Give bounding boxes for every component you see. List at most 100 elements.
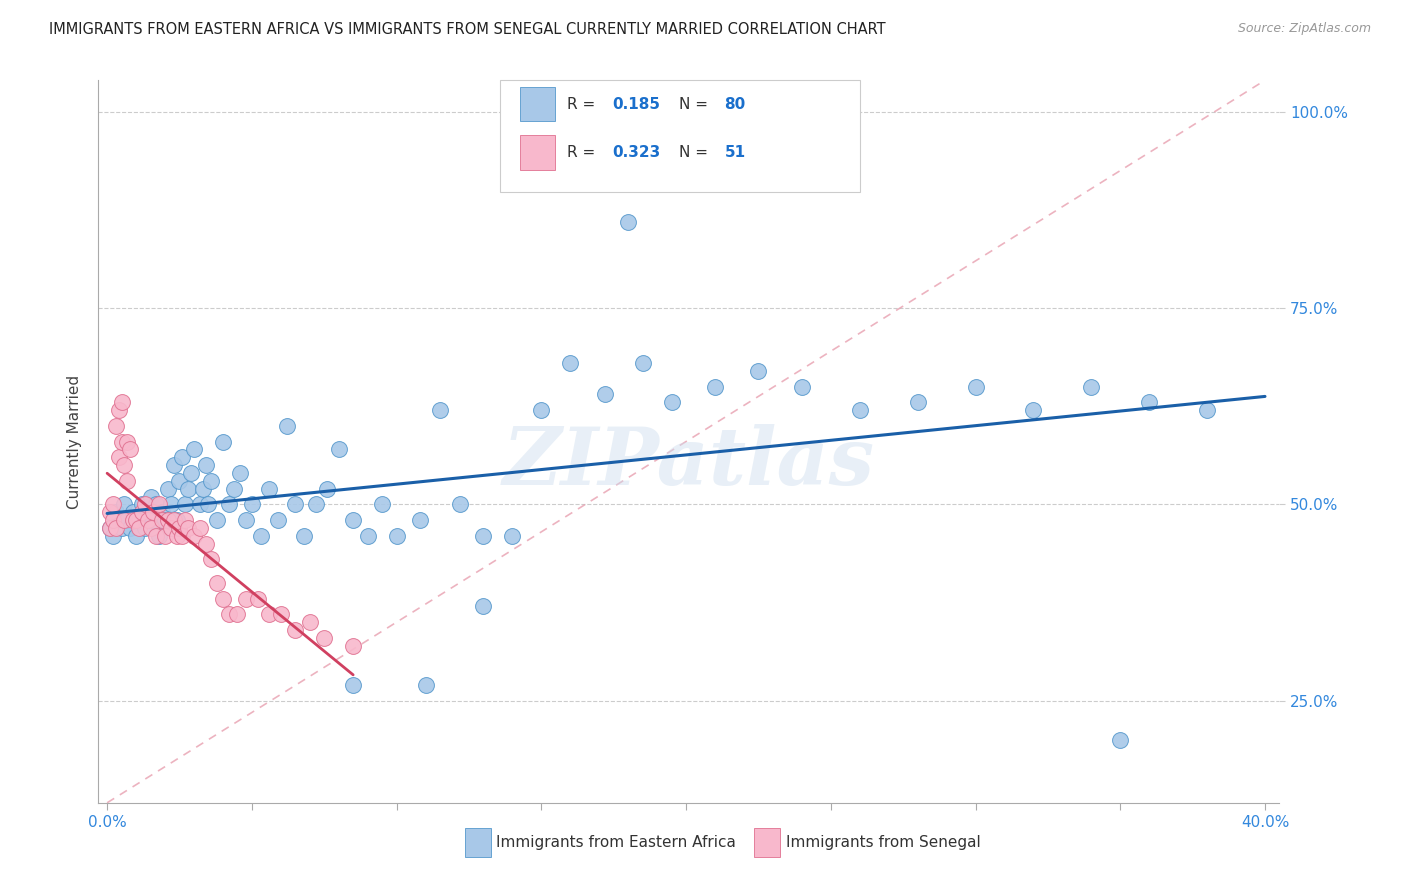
Point [218,607,240,622]
Point [101,497,124,511]
Point [117,434,139,449]
Point [174,513,197,527]
Point [110,521,132,535]
Point [142,513,165,527]
Point [104,505,127,519]
Point [965,379,987,393]
Point [284,497,307,511]
Text: Immigrants from Eastern Africa: Immigrants from Eastern Africa [496,835,737,850]
Point [661,395,683,409]
Point [276,418,298,433]
Point [163,458,186,472]
Point [156,482,179,496]
Point [316,482,339,496]
FancyBboxPatch shape [501,80,860,193]
Point [342,678,364,692]
Point [183,529,205,543]
Point [148,529,170,543]
Point [257,482,280,496]
Point [617,214,640,228]
Point [159,521,181,535]
Point [156,513,179,527]
Point [472,599,495,614]
Point [385,529,408,543]
Point [1080,379,1102,393]
FancyBboxPatch shape [520,136,555,169]
Point [848,403,870,417]
Point [122,513,145,527]
Point [1137,395,1160,409]
Point [747,364,769,378]
Point [166,529,188,543]
Text: R =: R = [567,96,600,112]
Point [907,395,929,409]
Point [125,513,148,527]
Text: 0.185: 0.185 [612,96,661,112]
Point [110,395,132,409]
Point [188,521,211,535]
Point [163,513,186,527]
Point [153,513,176,527]
Point [107,450,129,465]
Text: 51: 51 [724,145,745,160]
Point [98,521,121,535]
Point [314,631,336,645]
Text: Immigrants from Senegal: Immigrants from Senegal [786,835,980,850]
Point [172,529,194,543]
Point [188,497,211,511]
Point [235,591,257,606]
Point [530,403,553,417]
Point [150,513,173,527]
Point [249,529,271,543]
Point [200,552,222,566]
Point [472,529,495,543]
Text: 0.323: 0.323 [612,145,661,160]
Point [120,442,142,457]
Point [114,497,136,511]
Text: N =: N = [679,145,713,160]
Point [1197,403,1219,417]
Point [1022,403,1045,417]
Point [197,497,219,511]
Point [125,529,148,543]
Point [226,607,249,622]
Text: R =: R = [567,145,600,160]
Point [449,497,471,511]
Point [342,513,364,527]
Point [229,466,252,480]
Point [169,474,191,488]
Point [145,497,167,511]
Point [409,513,432,527]
FancyBboxPatch shape [464,828,491,857]
Point [183,442,205,457]
Point [246,591,269,606]
Point [267,513,290,527]
Point [212,434,235,449]
FancyBboxPatch shape [520,87,555,121]
Point [235,513,257,527]
Point [240,497,263,511]
Point [148,497,170,511]
Point [304,497,326,511]
Point [101,529,124,543]
Point [177,521,200,535]
Text: Source: ZipAtlas.com: Source: ZipAtlas.com [1237,22,1371,36]
Point [371,497,394,511]
Point [257,607,280,622]
Point [284,623,307,637]
Point [292,529,315,543]
Point [104,521,127,535]
Point [159,497,181,511]
Point [136,505,159,519]
Point [177,482,200,496]
Point [122,505,145,519]
Point [191,482,214,496]
Point [134,521,156,535]
Point [110,434,132,449]
Point [172,450,194,465]
Point [356,529,378,543]
Point [142,505,165,519]
Point [98,521,121,535]
Y-axis label: Currently Married: Currently Married [67,375,83,508]
Point [205,513,228,527]
